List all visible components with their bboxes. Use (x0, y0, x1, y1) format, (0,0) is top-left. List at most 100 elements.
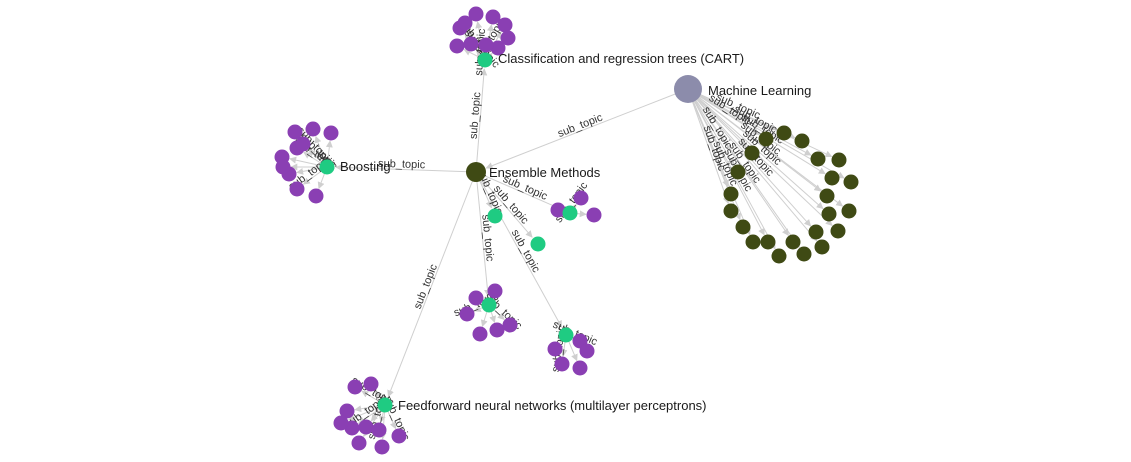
node-leaf[interactable] (275, 159, 291, 175)
node-leaf[interactable] (449, 38, 465, 54)
edge-label: sub_topic (479, 214, 496, 263)
node-leaf[interactable] (485, 9, 501, 25)
edge-label: sub_topic (468, 91, 484, 139)
node-leaf[interactable] (308, 188, 324, 204)
edge-root-topic (687, 88, 765, 236)
node-topic[interactable] (808, 224, 824, 240)
node-topic[interactable] (819, 188, 835, 204)
node-leaf[interactable] (371, 422, 387, 438)
node-leaf[interactable] (351, 435, 367, 451)
node-leaf[interactable] (550, 202, 566, 218)
node-leaf[interactable] (305, 121, 321, 137)
node-topic[interactable] (744, 145, 760, 161)
node-topic[interactable] (730, 164, 746, 180)
node-topic[interactable] (814, 239, 830, 255)
node-leaf[interactable] (468, 6, 484, 22)
node-leaf[interactable] (363, 376, 379, 392)
edge-ensemble-subtopic (475, 171, 563, 328)
node-leaf[interactable] (490, 40, 506, 56)
edge-root-topic (687, 88, 760, 136)
node-leaf[interactable] (502, 317, 518, 333)
edge-root-topic (687, 88, 729, 188)
node-cart[interactable] (477, 52, 493, 68)
node-leaf[interactable] (554, 356, 570, 372)
node-leaf[interactable] (457, 15, 473, 31)
nodes-layer (274, 6, 859, 455)
node-topic[interactable] (723, 186, 739, 202)
node-topic[interactable] (794, 133, 810, 149)
edge-ensemble-subtopic (475, 171, 563, 211)
node-topic[interactable] (776, 125, 792, 141)
node-leaf[interactable] (358, 419, 374, 435)
node-label-machine-learning: Machine Learning (708, 83, 811, 98)
node-subtopic[interactable] (487, 208, 503, 224)
edge-root-topic (687, 88, 730, 205)
edge-root-topic (687, 88, 812, 156)
node-topic[interactable] (771, 248, 787, 264)
edge-root-topic (687, 88, 818, 242)
node-topic[interactable] (745, 234, 761, 250)
node-leaf[interactable] (287, 124, 303, 140)
node-leaf[interactable] (295, 136, 311, 152)
node-leaf[interactable] (478, 37, 494, 53)
edge-label: sub_topic (412, 262, 440, 311)
node-leaf[interactable] (347, 379, 363, 395)
node-labels-layer: Machine Learning Ensemble Methods Classi… (340, 51, 811, 413)
node-leaf[interactable] (572, 360, 588, 376)
edge-ensemble-subtopic (475, 171, 491, 297)
node-leaf[interactable] (463, 36, 479, 52)
node-topic[interactable] (843, 174, 859, 190)
node-leaf[interactable] (333, 415, 349, 431)
node-subtopic[interactable] (530, 236, 546, 252)
node-feedforward[interactable] (377, 397, 393, 413)
node-label-feedforward: Feedforward neural networks (multilayer … (398, 398, 707, 413)
node-leaf[interactable] (497, 17, 513, 33)
edge-label: sub_topic (378, 158, 426, 172)
node-ensemble-methods[interactable] (466, 162, 486, 182)
node-leaf[interactable] (289, 181, 305, 197)
node-topic[interactable] (824, 170, 840, 186)
node-leaf[interactable] (586, 207, 602, 223)
edge-root-topic (687, 88, 844, 207)
node-boosting[interactable] (319, 159, 335, 175)
node-subtopic[interactable] (558, 327, 574, 343)
node-label-ensemble-methods: Ensemble Methods (489, 165, 601, 180)
node-label-boosting: Boosting (340, 159, 391, 174)
edge-ensemble-subtopic (387, 171, 477, 398)
node-leaf[interactable] (489, 322, 505, 338)
node-topic[interactable] (831, 152, 847, 168)
node-topic[interactable] (735, 219, 751, 235)
node-leaf[interactable] (573, 190, 589, 206)
node-leaf[interactable] (339, 403, 355, 419)
node-leaf[interactable] (500, 30, 516, 46)
node-leaf[interactable] (391, 428, 407, 444)
node-topic[interactable] (758, 131, 774, 147)
node-leaf[interactable] (472, 326, 488, 342)
node-subtopic[interactable] (481, 297, 497, 313)
node-leaf[interactable] (468, 290, 484, 306)
node-topic[interactable] (760, 234, 776, 250)
node-topic[interactable] (723, 203, 739, 219)
node-topic[interactable] (830, 223, 846, 239)
edge-root-topic (687, 88, 833, 226)
edge-root-ensemble (485, 88, 689, 169)
node-leaf[interactable] (459, 306, 475, 322)
edge-ensemble-subtopic (335, 164, 477, 173)
node-topic[interactable] (841, 203, 857, 219)
edge-root-topic (687, 88, 735, 166)
node-topic[interactable] (810, 151, 826, 167)
node-leaf[interactable] (579, 343, 595, 359)
node-leaf[interactable] (547, 341, 563, 357)
node-leaf[interactable] (323, 125, 339, 141)
node-leaf[interactable] (374, 439, 390, 455)
edge-ensemble-subtopic (475, 68, 488, 173)
node-subtopic[interactable] (562, 205, 578, 221)
edge-labels-layer: sub_topic sub_topic sub_topic sub_topic sub_… (287, 16, 787, 443)
node-leaf[interactable] (487, 283, 503, 299)
node-machine-learning[interactable] (674, 75, 702, 103)
edge-ensemble-subtopic (475, 171, 533, 238)
edge-label: sub_topic (556, 111, 605, 140)
node-topic[interactable] (785, 234, 801, 250)
node-topic[interactable] (796, 246, 812, 262)
node-topic[interactable] (821, 206, 837, 222)
